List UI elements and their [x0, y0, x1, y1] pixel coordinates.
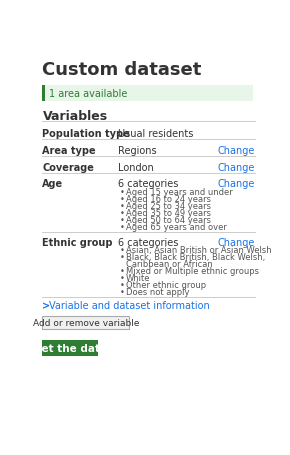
Text: Regions: Regions — [118, 145, 156, 155]
Text: Change: Change — [218, 179, 255, 189]
Text: Change: Change — [218, 162, 255, 172]
Text: Aged 16 to 24 years: Aged 16 to 24 years — [126, 194, 211, 203]
Text: Other ethnic group: Other ethnic group — [126, 280, 206, 289]
Text: Area type: Area type — [42, 145, 96, 155]
FancyBboxPatch shape — [42, 340, 98, 356]
Text: Ethnic group: Ethnic group — [42, 238, 113, 248]
FancyBboxPatch shape — [42, 316, 129, 330]
Text: Get the data: Get the data — [33, 343, 107, 353]
Text: •: • — [120, 202, 125, 210]
Text: Aged 15 years and under: Aged 15 years and under — [126, 187, 233, 197]
Text: •: • — [120, 215, 125, 224]
Text: Variables: Variables — [42, 110, 108, 123]
FancyBboxPatch shape — [42, 86, 45, 102]
Text: Age: Age — [42, 179, 64, 189]
Text: Coverage: Coverage — [42, 162, 94, 172]
Text: Black, Black British, Black Welsh,: Black, Black British, Black Welsh, — [126, 253, 265, 262]
Text: Mixed or Multiple ethnic groups: Mixed or Multiple ethnic groups — [126, 267, 259, 276]
Text: London: London — [118, 162, 153, 172]
Text: Custom dataset: Custom dataset — [42, 61, 202, 79]
Text: Caribbean or African: Caribbean or African — [126, 260, 213, 269]
Text: •: • — [120, 222, 125, 231]
Text: Change: Change — [218, 145, 255, 155]
FancyBboxPatch shape — [42, 86, 253, 102]
Text: •: • — [120, 208, 125, 217]
Text: Change: Change — [218, 238, 255, 248]
Text: Add or remove variable: Add or remove variable — [32, 318, 139, 327]
Text: 6 categories: 6 categories — [118, 238, 178, 248]
Text: •: • — [120, 267, 125, 276]
Text: •: • — [120, 273, 125, 283]
Text: 6 categories: 6 categories — [118, 179, 178, 189]
Text: Asian, Asian British or Asian Welsh: Asian, Asian British or Asian Welsh — [126, 246, 272, 255]
Text: Aged 50 to 64 years: Aged 50 to 64 years — [126, 215, 211, 224]
Text: •: • — [120, 194, 125, 203]
Text: White: White — [126, 273, 151, 283]
Text: •: • — [120, 280, 125, 289]
Text: >: > — [42, 300, 50, 310]
Text: 1 area available: 1 area available — [49, 89, 127, 99]
Text: Aged 65 years and over: Aged 65 years and over — [126, 222, 227, 231]
Text: Usual residents: Usual residents — [118, 128, 193, 138]
Text: Aged 35 to 49 years: Aged 35 to 49 years — [126, 208, 211, 217]
Text: •: • — [120, 246, 125, 255]
Text: Variable and dataset information: Variable and dataset information — [49, 300, 210, 310]
Text: •: • — [120, 288, 125, 296]
Text: Aged 25 to 34 years: Aged 25 to 34 years — [126, 202, 211, 210]
Text: Does not apply: Does not apply — [126, 288, 190, 296]
Text: •: • — [120, 187, 125, 197]
Text: •: • — [120, 253, 125, 262]
Text: Population type: Population type — [42, 128, 130, 138]
